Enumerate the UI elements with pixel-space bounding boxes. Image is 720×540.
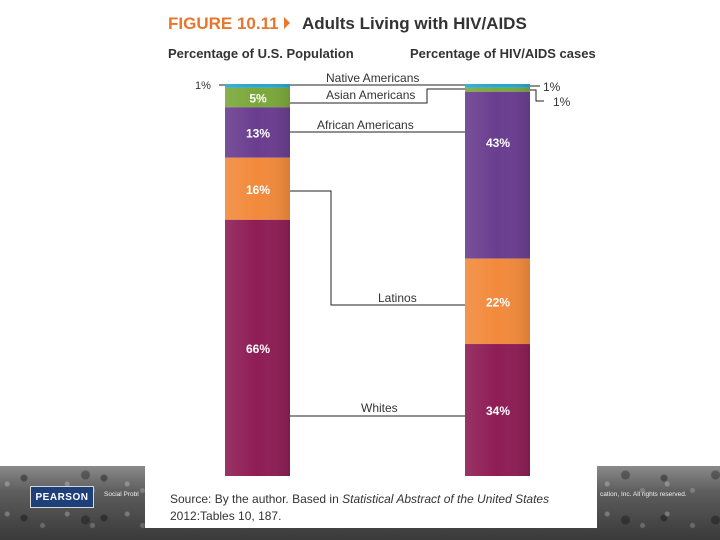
left-bar-heading: Percentage of U.S. Population [168, 46, 354, 61]
figure-number: FIGURE 10.11 [168, 14, 279, 33]
bar-shade [465, 87, 530, 92]
bar-shade [225, 157, 290, 220]
figure-title: Adults Living with HIV/AIDS [302, 14, 527, 33]
right-bar-heading: Percentage of HIV/AIDS cases [410, 46, 596, 61]
bar-value-label: 34% [486, 404, 510, 418]
source-italic: Statistical Abstract of the United State… [342, 492, 550, 506]
outside-label-left-native-americans: 1% [195, 80, 211, 92]
connector-latinos [290, 190, 465, 306]
outside-label-right-native-americans: 1% [543, 80, 561, 94]
bar-value-label: 5% [249, 92, 267, 106]
footer-left-text: Social Probl [104, 491, 139, 498]
bar-value-label: 16% [246, 183, 270, 197]
title-arrow-icon [284, 17, 290, 29]
series-label-asian-americans: Asian Americans [326, 88, 415, 102]
bar-shade [465, 84, 530, 88]
bar-value-label: 22% [486, 295, 510, 309]
bar-value-label: 43% [486, 136, 510, 150]
pearson-logo: PEARSON [30, 486, 94, 508]
source-suffix: 2012:Tables 10, 187. [170, 509, 282, 523]
source-note: Source: By the author. Based in Statisti… [170, 491, 590, 525]
bar-shade [225, 87, 290, 108]
footer-right-text: cation, Inc. All rights reserved. [600, 491, 687, 498]
series-label-african-americans: African Americans [317, 118, 414, 132]
bar-shade [465, 258, 530, 345]
bar-value-label: 66% [246, 342, 270, 356]
tick-right-asian [530, 89, 544, 102]
bar-shade [225, 219, 290, 476]
bar-shade [225, 107, 290, 158]
outside-label-right-asian-americans: 1% [553, 95, 571, 109]
series-label-whites: Whites [361, 401, 398, 415]
bar-shade [465, 344, 530, 476]
source-prefix: Source: By the author. Based in [170, 492, 343, 506]
series-label-native-americans: Native Americans [326, 71, 419, 85]
bar-value-label: 13% [246, 127, 270, 141]
bar-shade [225, 84, 290, 88]
bar-shade [465, 91, 530, 259]
connector-asian-americans [290, 88, 465, 104]
series-label-latinos: Latinos [378, 291, 417, 305]
